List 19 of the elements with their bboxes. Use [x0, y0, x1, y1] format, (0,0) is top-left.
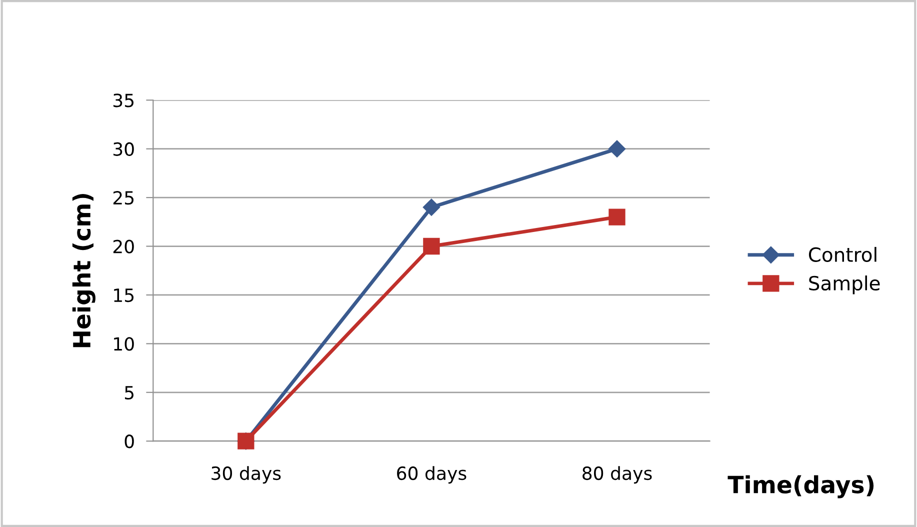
y-tick-label: 5 [124, 386, 134, 400]
y-axis-title: Height (cm) [72, 194, 96, 348]
legend-label: Sample [809, 275, 880, 294]
y-tick-label: 10 [114, 337, 134, 351]
y-tick-label: 0 [124, 434, 134, 448]
point [608, 208, 626, 226]
y-tick-label: 15 [114, 288, 134, 302]
y-tick-label: 30 [113, 142, 134, 156]
x-axis-title: Time(days) [728, 475, 874, 498]
y-tick-label: 35 [113, 94, 134, 108]
y-tick-label: 20 [113, 240, 134, 254]
x-tick-label: 60 days [397, 466, 466, 484]
x-tick-label: 80 days [582, 466, 652, 484]
legend-label: Control [808, 246, 876, 262]
point [422, 198, 440, 216]
point [423, 238, 440, 255]
x-tick-label: 30 days [212, 466, 281, 484]
y-tick-label: 25 [113, 191, 134, 205]
point [608, 140, 626, 158]
